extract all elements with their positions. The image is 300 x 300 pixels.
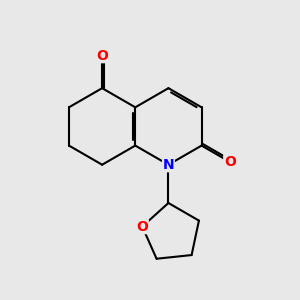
Text: O: O: [224, 155, 236, 169]
Text: O: O: [96, 49, 108, 63]
Text: N: N: [163, 158, 174, 172]
Text: O: O: [136, 220, 148, 234]
